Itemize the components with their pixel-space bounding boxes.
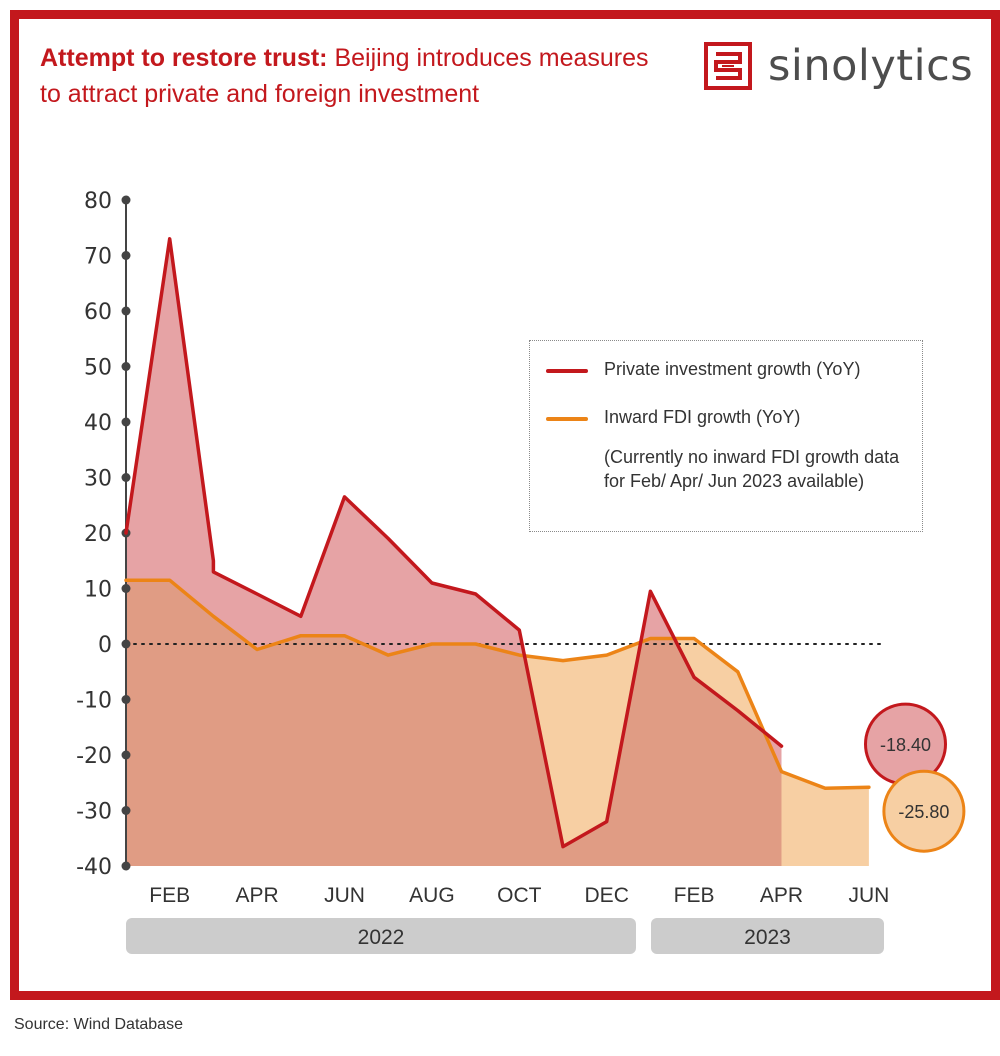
year-band <box>126 918 636 954</box>
x-tick-label: APR <box>760 884 803 907</box>
private-line <box>124 237 784 849</box>
y-tick-dot <box>121 417 131 427</box>
y-tick-label: -30 <box>76 800 112 825</box>
title-bold: Attempt to restore trust: <box>40 44 328 72</box>
line-area-chart: 80 70 60 50 40 30 20 10 0 -10 -20 -30 -40 -18.40 -25.8… <box>76 189 966 954</box>
y-tick-label: 20 <box>84 522 112 547</box>
y-tick-label: 0 <box>98 633 112 658</box>
legend: Private investment growth (YoY) Inward F… <box>529 340 923 532</box>
sinolytics-seal-icon <box>704 42 752 90</box>
x-tick-label: FEB <box>674 884 715 907</box>
x-tick-label: JUN <box>848 884 889 907</box>
y-tick-label: 40 <box>84 411 112 436</box>
x-tick-label: JUN <box>324 884 365 907</box>
y-tick-dot <box>121 639 131 649</box>
private-end-label: -18.40 <box>880 735 931 755</box>
y-tick-label: 60 <box>84 300 112 325</box>
x-tick-label: AUG <box>409 884 455 907</box>
title-rest: Beijing introduces measures to attract p… <box>40 44 649 108</box>
fdi-end-label: -25.80 <box>898 802 949 822</box>
y-tick-dot <box>121 806 131 815</box>
y-tick-dot <box>121 362 131 371</box>
y-tick-label: -40 <box>76 855 112 880</box>
y-tick-dot <box>121 695 131 704</box>
y-tick-dot <box>121 584 131 593</box>
y-tick-dot <box>121 251 131 260</box>
x-tick-label: APR <box>236 884 279 907</box>
fdi-end-callout <box>882 769 966 853</box>
y-tick-label: 70 <box>84 245 112 270</box>
legend-note: (Currently no inward FDI growth data for… <box>604 447 900 491</box>
y-tick-label: 50 <box>84 356 112 381</box>
y-tick-dot <box>121 195 131 205</box>
y-tick-label: 30 <box>84 467 112 492</box>
y-tick-dot <box>121 473 131 482</box>
y-tick-dot <box>121 750 131 760</box>
x-tick-label: OCT <box>497 884 542 907</box>
y-tick-dot <box>121 861 131 871</box>
legend-label-fdi: Inward FDI growth (YoY) <box>604 407 801 427</box>
y-tick-dot <box>121 306 131 316</box>
y-tick-label: 80 <box>84 189 112 214</box>
brand-logo: sinolytics <box>704 41 974 94</box>
legend-swatch-fdi <box>546 417 588 421</box>
chart-title: Attempt to restore trust: Beijing introd… <box>40 40 660 112</box>
legend-label-private: Private investment growth (YoY) <box>604 359 861 379</box>
year-band <box>651 918 884 954</box>
y-tick-label: 10 <box>84 578 112 603</box>
year-label: 2023 <box>744 926 791 949</box>
x-tick-label: FEB <box>149 884 190 907</box>
y-tick-label: -20 <box>76 744 112 769</box>
legend-swatch-private <box>546 369 588 373</box>
brand-name: sinolytics <box>768 41 974 91</box>
x-tick-label: DEC <box>585 884 629 907</box>
source-note: Source: Wind Database <box>14 1016 183 1033</box>
fdi-line <box>124 578 871 791</box>
y-tick-label: -10 <box>76 689 112 714</box>
year-label: 2022 <box>358 926 405 949</box>
